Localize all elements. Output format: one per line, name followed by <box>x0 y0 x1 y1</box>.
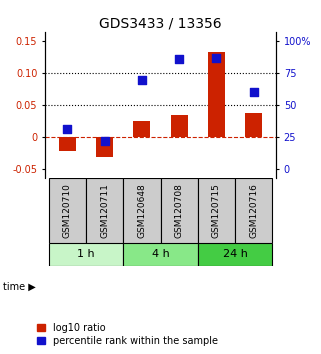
Text: 24 h: 24 h <box>223 249 247 259</box>
Point <box>139 77 144 82</box>
Text: 1 h: 1 h <box>77 249 95 259</box>
Bar <box>198 242 272 266</box>
Bar <box>160 178 198 242</box>
Bar <box>49 242 123 266</box>
Text: time ▶: time ▶ <box>3 282 36 292</box>
Text: GSM120711: GSM120711 <box>100 183 109 238</box>
Point <box>251 90 256 95</box>
Bar <box>96 137 113 158</box>
Bar <box>198 178 235 242</box>
Bar <box>235 178 272 242</box>
Bar <box>123 178 160 242</box>
Text: GSM120648: GSM120648 <box>137 183 146 238</box>
Title: GDS3433 / 13356: GDS3433 / 13356 <box>99 17 222 31</box>
Bar <box>208 52 225 137</box>
Bar <box>123 242 198 266</box>
Bar <box>86 178 123 242</box>
Point <box>65 126 70 132</box>
Bar <box>245 113 262 137</box>
Point <box>102 138 107 144</box>
Point <box>177 56 182 62</box>
Text: GSM120716: GSM120716 <box>249 183 258 238</box>
Text: GSM120708: GSM120708 <box>175 183 184 238</box>
Text: GSM120715: GSM120715 <box>212 183 221 238</box>
Text: 4 h: 4 h <box>152 249 169 259</box>
Bar <box>59 137 76 151</box>
Bar <box>134 121 150 137</box>
Point <box>214 55 219 61</box>
Bar <box>49 178 86 242</box>
Bar <box>171 115 187 137</box>
Legend: log10 ratio, percentile rank within the sample: log10 ratio, percentile rank within the … <box>37 323 218 346</box>
Text: GSM120710: GSM120710 <box>63 183 72 238</box>
